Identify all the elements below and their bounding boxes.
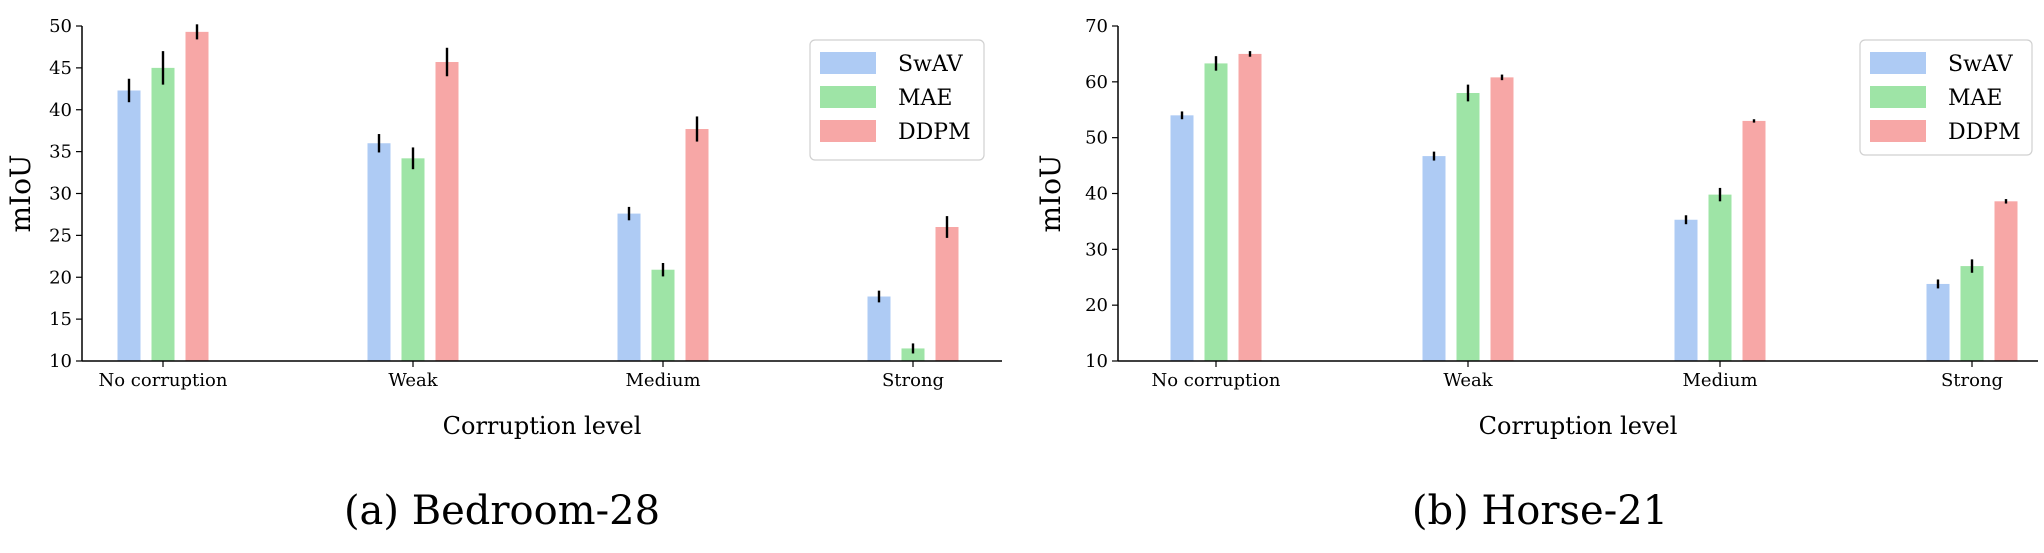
x-tick-label: Strong [1941, 370, 2003, 391]
bar-ddpm-0 [1238, 53, 1262, 362]
y-tick-label: 30 [1085, 239, 1108, 260]
y-axis-label: mIoU [1034, 154, 1067, 232]
bar-mae-1 [401, 158, 425, 361]
bar-swav-3 [1926, 283, 1950, 361]
bar-ddpm-0 [185, 31, 209, 362]
bar-ddpm-3 [1994, 201, 2018, 361]
x-tick-label: Medium [1682, 370, 1757, 391]
bar-mae-3 [901, 348, 925, 361]
bar-swav-2 [617, 213, 641, 361]
bar-swav-0 [1170, 115, 1194, 361]
y-tick-label: 30 [49, 184, 72, 205]
bar-ddpm-1 [1490, 77, 1514, 361]
y-tick-label: 20 [1085, 295, 1108, 316]
legend-swatch-ddpm [1870, 120, 1926, 142]
bar-mae-1 [1456, 93, 1480, 361]
y-tick-label: 40 [49, 100, 72, 121]
y-tick-label: 40 [1085, 184, 1108, 205]
x-axis-label: Corruption level [1479, 412, 1678, 440]
bar-mae-3 [1960, 266, 1984, 361]
panel-caption: (b) Horse-21 [1412, 488, 1668, 534]
y-tick-label: 50 [1085, 128, 1108, 149]
bar-ddpm-1 [435, 62, 459, 361]
y-tick-label: 20 [49, 267, 72, 288]
x-tick-label: No corruption [99, 370, 228, 391]
legend-label-swav: SwAV [898, 52, 964, 77]
x-tick-label: Weak [1443, 370, 1493, 391]
panel-caption: (a) Bedroom-28 [344, 488, 660, 534]
bar-mae-2 [1708, 194, 1732, 361]
bar-swav-1 [1422, 156, 1446, 361]
y-axis-label: mIoU [4, 154, 37, 232]
y-tick-label: 70 [1085, 16, 1108, 37]
x-tick-label: Weak [388, 370, 438, 391]
legend-swatch-mae [1870, 86, 1926, 108]
legend-label-ddpm: DDPM [898, 120, 971, 145]
bar-mae-0 [1204, 63, 1228, 362]
y-tick-label: 45 [49, 58, 72, 79]
bar-ddpm-2 [1742, 120, 1766, 362]
legend-label-mae: MAE [898, 86, 952, 111]
y-tick-label: 25 [49, 225, 72, 246]
bar-mae-0 [151, 67, 175, 361]
bar-ddpm-2 [685, 129, 709, 361]
x-axis-label: Corruption level [443, 412, 642, 440]
y-tick-label: 35 [49, 142, 72, 163]
legend-swatch-mae [820, 86, 876, 108]
bar-swav-3 [867, 296, 891, 361]
chart-panel-a: 10 15 20 25 30 35 40 45 50 No corruption Weak Mediu… [4, 16, 1002, 534]
chart-panel-b: 10 20 30 40 50 60 70 No corruption Weak Medium Str… [1034, 16, 2038, 534]
bar-swav-0 [117, 90, 141, 362]
y-tick-label: 10 [1085, 351, 1108, 372]
legend: SwAV MAE DDPM [809, 39, 985, 161]
bar-swav-1 [367, 143, 391, 361]
legend-swatch-ddpm [820, 120, 876, 142]
legend-label-mae: MAE [1948, 86, 2002, 111]
legend-swatch-swav [1870, 52, 1926, 74]
legend-label-swav: SwAV [1948, 52, 2014, 77]
y-tick-label: 10 [49, 351, 72, 372]
bar-mae-2 [651, 269, 675, 361]
x-tick-label: Medium [625, 370, 700, 391]
y-tick-label: 50 [49, 16, 72, 37]
y-tick-label: 15 [49, 309, 72, 330]
bar-swav-2 [1674, 219, 1698, 361]
legend-label-ddpm: DDPM [1948, 120, 2021, 145]
bar-ddpm-3 [935, 227, 959, 361]
x-tick-label: Strong [882, 370, 944, 391]
legend-swatch-swav [820, 52, 876, 74]
x-tick-label: No corruption [1152, 370, 1281, 391]
legend: SwAV MAE DDPM [1859, 39, 2033, 156]
y-tick-label: 60 [1085, 72, 1108, 93]
